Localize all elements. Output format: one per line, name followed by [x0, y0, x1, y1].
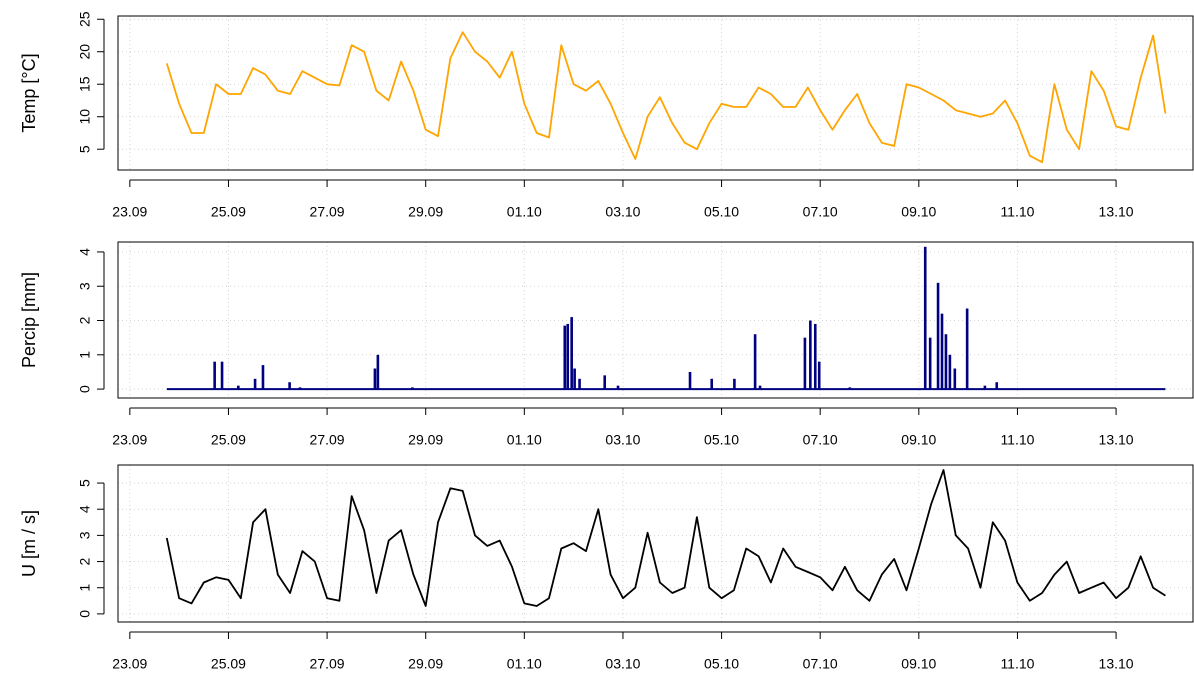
bar: [411, 387, 414, 390]
y-tick-label: 4: [77, 505, 93, 513]
x-tick-label: 23.09: [112, 432, 147, 448]
plot-frame: [117, 15, 1194, 171]
bar: [298, 387, 302, 390]
y-tick-label: 10: [77, 109, 93, 125]
bar: [940, 313, 944, 390]
bar: [995, 382, 999, 390]
x-tick-label: 29.09: [408, 204, 443, 220]
y-tick-label: 0: [77, 385, 93, 393]
y-tick-label: 0: [77, 610, 93, 618]
bar: [953, 368, 957, 390]
bar: [253, 378, 257, 390]
bar: [758, 385, 762, 390]
x-tick-label: 25.09: [211, 432, 246, 448]
bar: [948, 354, 952, 390]
y-tick-label: 2: [77, 316, 93, 324]
x-tick-label: 03.10: [605, 204, 640, 220]
x-tick-label: 11.10: [1000, 656, 1034, 672]
x-tick-label: 09.10: [901, 656, 936, 672]
x-tick-label: 29.09: [408, 432, 443, 448]
x-tick-label: 27.09: [310, 432, 345, 448]
y-axis-label: Percip [mm]: [19, 272, 39, 368]
bar: [288, 382, 291, 390]
x-tick-label: 03.10: [605, 432, 640, 448]
bar: [710, 378, 714, 390]
y-axis-label: Temp [°C]: [19, 53, 39, 132]
x-tick-label: 01.10: [507, 432, 542, 448]
bar: [813, 323, 817, 390]
x-tick-label: 05.10: [704, 656, 739, 672]
bar: [261, 365, 265, 390]
x-tick-label: 23.09: [112, 204, 147, 220]
bar: [566, 323, 570, 390]
x-tick-label: 27.09: [310, 656, 345, 672]
bar: [965, 308, 969, 390]
bar: [376, 354, 380, 390]
bar: [936, 282, 940, 390]
bar: [803, 337, 807, 390]
y-tick-label: 3: [77, 282, 93, 290]
x-tick-label: 01.10: [507, 656, 542, 672]
bar: [753, 334, 757, 390]
x-tick-label: 05.10: [704, 204, 739, 220]
y-tick-label: 5: [77, 479, 93, 487]
y-tick-label: 25: [77, 11, 93, 27]
x-tick-label: 11.10: [1000, 204, 1034, 220]
x-tick-label: 25.09: [211, 204, 246, 220]
y-tick-label: 20: [77, 44, 93, 60]
x-tick-label: 13.10: [1099, 432, 1134, 448]
bar: [373, 368, 377, 390]
bar: [573, 368, 576, 390]
x-tick-label: 05.10: [704, 432, 739, 448]
bar: [603, 375, 607, 390]
bar: [983, 385, 987, 390]
bar: [570, 317, 573, 390]
y-tick-label: 15: [77, 76, 93, 92]
data-line: [165, 469, 1166, 607]
y-tick-label: 3: [77, 531, 93, 539]
bar: [809, 320, 812, 390]
bar: [923, 246, 927, 390]
bar: [616, 385, 620, 390]
y-axis-label: U [m / s]: [19, 510, 39, 577]
y-tick-label: 1: [77, 351, 93, 359]
data-line: [165, 31, 1167, 164]
x-tick-label: 07.10: [803, 432, 838, 448]
y-tick-label: 2: [77, 557, 93, 565]
x-tick-label: 01.10: [507, 204, 542, 220]
bar: [220, 361, 224, 390]
x-tick-label: 03.10: [605, 656, 640, 672]
bar: [688, 371, 692, 390]
x-tick-label: 09.10: [901, 204, 936, 220]
x-tick-label: 23.09: [112, 656, 147, 672]
y-tick-label: 5: [77, 145, 93, 153]
bar: [928, 337, 932, 390]
y-tick-label: 4: [77, 248, 93, 256]
bar: [563, 325, 567, 390]
x-tick-label: 11.10: [1000, 432, 1034, 448]
x-tick-label: 27.09: [310, 204, 345, 220]
y-tick-label: 1: [77, 584, 93, 592]
plot-frame: [117, 241, 1194, 399]
plot-frame: [117, 464, 1194, 623]
x-tick-label: 29.09: [408, 656, 443, 672]
x-tick-label: 13.10: [1099, 656, 1134, 672]
bar: [213, 361, 216, 390]
bar: [944, 334, 948, 390]
x-tick-label: 25.09: [211, 656, 246, 672]
x-tick-label: 13.10: [1099, 204, 1134, 220]
x-tick-label: 07.10: [803, 656, 838, 672]
x-tick-label: 07.10: [803, 204, 838, 220]
bar: [848, 387, 852, 390]
bar: [817, 361, 821, 390]
x-tick-label: 09.10: [901, 432, 936, 448]
bar: [578, 378, 581, 390]
bar: [733, 378, 736, 390]
bar: [237, 385, 240, 390]
